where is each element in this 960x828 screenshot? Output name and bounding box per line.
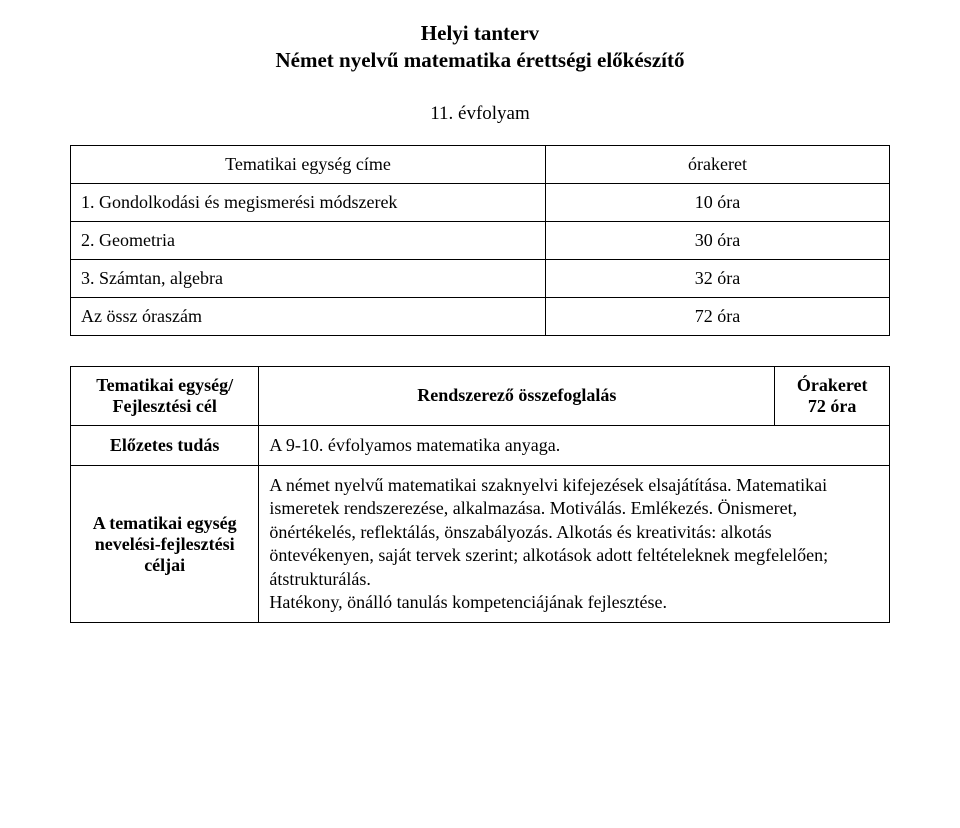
table-row: Az össz óraszám 72 óra xyxy=(71,297,890,335)
row-value: 32 óra xyxy=(546,259,890,297)
header-unit-title: Tematikai egység címe xyxy=(71,145,546,183)
grade-heading: 11. évfolyam xyxy=(70,103,890,125)
title-line-2: Német nyelvű matematika érettségi előkés… xyxy=(70,47,890,74)
goals-row3-label: A tematikai egység nevelési-fejlesztési … xyxy=(71,465,259,622)
goals-row2-body: A 9-10. évfolyamos matematika anyaga. xyxy=(259,425,890,465)
goals-row1-right: Órakeret72 óra xyxy=(775,366,890,425)
row-label: 2. Geometria xyxy=(71,221,546,259)
table-row: 1. Gondolkodási és megismerési módszerek… xyxy=(71,183,890,221)
table-header-row: Tematikai egység címe órakeret xyxy=(71,145,890,183)
hours-table: Tematikai egység címe órakeret 1. Gondol… xyxy=(70,145,890,336)
table-row: 2. Geometria 30 óra xyxy=(71,221,890,259)
row-value: 30 óra xyxy=(546,221,890,259)
header-hours: órakeret xyxy=(546,145,890,183)
row-label: Az össz óraszám xyxy=(71,297,546,335)
row-label: 3. Számtan, algebra xyxy=(71,259,546,297)
goals-row2-label: Előzetes tudás xyxy=(71,425,259,465)
goals-row3-body: A német nyelvű matematikai szaknyelvi ki… xyxy=(259,465,890,622)
goals-row-1: Tematikai egység/Fejlesztési cél Rendsze… xyxy=(71,366,890,425)
title-line-1: Helyi tanterv xyxy=(70,20,890,47)
goals-row-3: A tematikai egység nevelési-fejlesztési … xyxy=(71,465,890,622)
document-title: Helyi tanterv Német nyelvű matematika ér… xyxy=(70,20,890,75)
row-value: 10 óra xyxy=(546,183,890,221)
goals-row-2: Előzetes tudás A 9-10. évfolyamos matema… xyxy=(71,425,890,465)
goals-row1-center: Rendszerező összefoglalás xyxy=(259,366,775,425)
goals-table: Tematikai egység/Fejlesztési cél Rendsze… xyxy=(70,366,890,624)
goals-row1-label: Tematikai egység/Fejlesztési cél xyxy=(71,366,259,425)
table-row: 3. Számtan, algebra 32 óra xyxy=(71,259,890,297)
row-label: 1. Gondolkodási és megismerési módszerek xyxy=(71,183,546,221)
row-value: 72 óra xyxy=(546,297,890,335)
